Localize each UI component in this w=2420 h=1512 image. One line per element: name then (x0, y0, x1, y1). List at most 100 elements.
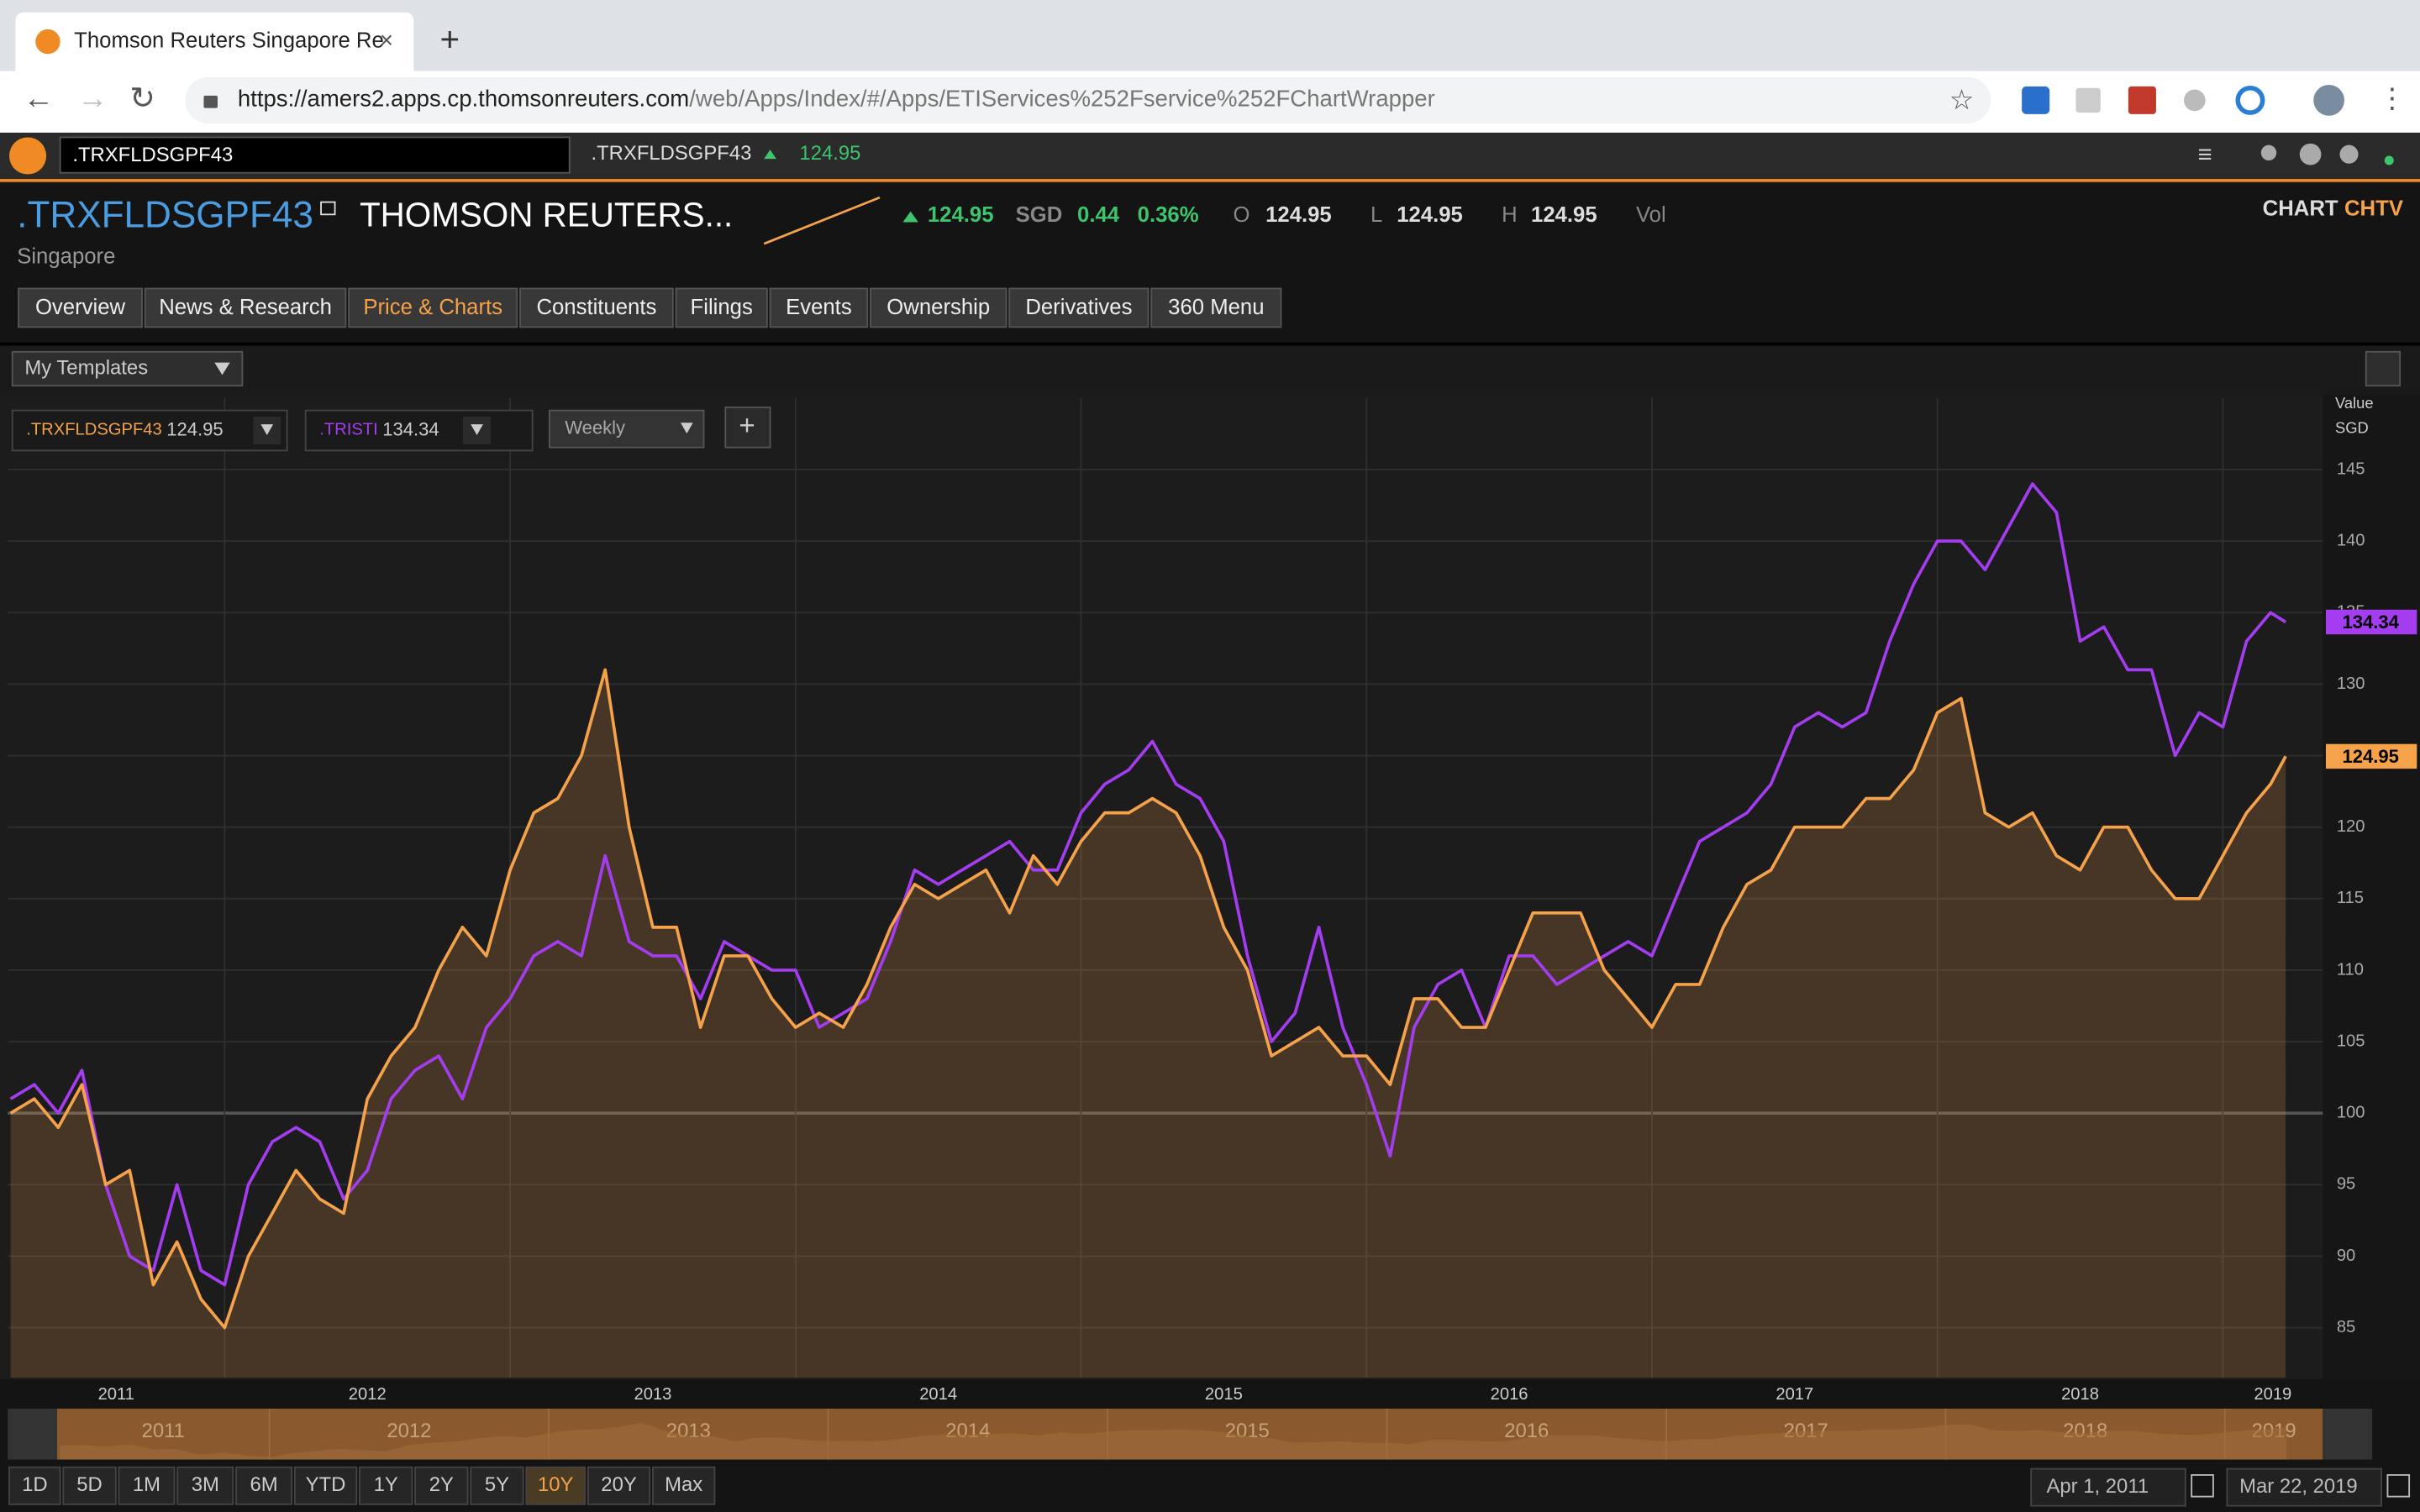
series-chip[interactable] (304, 409, 534, 452)
y-axis-area (2323, 395, 2420, 1380)
omnibox[interactable] (185, 76, 1991, 123)
last-value-tag (2325, 743, 2417, 769)
chat-icon[interactable] (2299, 143, 2322, 165)
app-logo[interactable] (9, 137, 47, 175)
x-tick-label: 2017 (1776, 1385, 1813, 1404)
add-series[interactable] (724, 406, 771, 449)
x-tick-label: 2014 (919, 1385, 957, 1404)
navigator-handle[interactable] (2323, 1408, 2373, 1460)
sparkline (763, 196, 881, 245)
date-to-box[interactable] (2226, 1467, 2382, 1507)
range-button[interactable] (470, 1466, 524, 1505)
nav-tab[interactable] (1008, 287, 1150, 328)
y-tick-label: 110 (2337, 960, 2364, 979)
calendar-icon[interactable] (2191, 1474, 2214, 1498)
range-button[interactable] (293, 1466, 358, 1505)
range-button[interactable] (176, 1466, 234, 1505)
extension[interactable] (2235, 85, 2265, 115)
low: 124.95 (1397, 203, 1463, 227)
navigator-handle[interactable] (8, 1408, 57, 1460)
range-label: 1Y (374, 1473, 398, 1496)
bookmark-star[interactable]: ☆ (1949, 85, 1975, 116)
profile[interactable] (2313, 85, 2344, 116)
tab-title: Thomson Reuters Singapore Re (74, 29, 384, 52)
range-button[interactable] (652, 1466, 716, 1505)
range-label: 3M (192, 1473, 219, 1496)
last-value-label: 134.34 (2343, 612, 2400, 633)
menu[interactable]: ⋮ (2378, 83, 2406, 114)
date-to: Mar 22, 2019 (2239, 1475, 2358, 1498)
range-button[interactable] (235, 1466, 293, 1505)
x-tick-label: 2012 (349, 1385, 387, 1404)
interval-dropdown[interactable] (548, 409, 705, 449)
nav-tab-label: Price & Charts (363, 296, 502, 319)
alert-icon[interactable] (2339, 144, 2359, 164)
tab-close[interactable]: × (380, 27, 393, 53)
nav-tab[interactable] (675, 287, 768, 328)
range-button[interactable] (414, 1466, 469, 1505)
series-chip-text: .TRISTI 134.34 (319, 418, 439, 439)
dropdown-arrow (214, 362, 230, 375)
y-tick-label: 115 (2337, 889, 2364, 907)
range-button[interactable] (118, 1466, 176, 1505)
nav-tab[interactable] (144, 287, 347, 328)
date-from: Apr 1, 2011 (2047, 1475, 2149, 1498)
range-label: 2Y (429, 1473, 454, 1496)
nav-tab[interactable] (1150, 287, 1282, 328)
search-box[interactable] (59, 136, 571, 174)
nav-tab[interactable] (519, 287, 674, 328)
nav-tab-label: Ownership (886, 296, 990, 319)
dropdown-arrow (681, 423, 693, 434)
reload[interactable]: ↻ (129, 81, 155, 115)
last-value-label: 124.95 (2343, 746, 2399, 767)
divider (0, 342, 2420, 346)
navigator-area (60, 1422, 2287, 1460)
y-tick-label: 130 (2337, 675, 2365, 693)
range-label: YTD (306, 1473, 346, 1496)
chart-link[interactable]: CHART (2263, 197, 2338, 221)
range-label: 5D (76, 1473, 102, 1496)
range-label: 10Y (538, 1473, 574, 1496)
app-menu[interactable]: ≡ (2198, 140, 2212, 168)
range-label: Max (665, 1473, 702, 1496)
date-from-box[interactable] (2030, 1467, 2186, 1507)
series-value: 124.95 (166, 418, 223, 439)
templates-dropdown[interactable] (11, 350, 244, 387)
area (10, 669, 2286, 1378)
series-chip-text: .TRXFLDSGPF43 124.95 (26, 418, 223, 439)
nav-tab-label: Constituents (536, 296, 656, 319)
user-icon[interactable] (2260, 144, 2277, 161)
popout-icon[interactable] (320, 201, 336, 216)
new-tab[interactable]: + (439, 19, 460, 58)
series-chip[interactable] (11, 409, 288, 452)
range-label: 5Y (485, 1473, 509, 1496)
range-button[interactable] (62, 1466, 117, 1505)
tab[interactable] (15, 12, 414, 71)
range-button[interactable] (525, 1466, 587, 1505)
nav-tab-label: News & Research (159, 296, 332, 319)
calendar-icon[interactable] (2386, 1474, 2411, 1498)
high: 124.95 (1531, 203, 1597, 227)
range-button[interactable] (587, 1466, 651, 1505)
series-line (9, 482, 2287, 1287)
nav-tab[interactable] (348, 287, 518, 328)
extension[interactable] (2128, 86, 2156, 114)
back[interactable]: ← (24, 81, 55, 115)
range-button[interactable] (8, 1466, 61, 1505)
ticker-ric: .TRXFLDSGPF43 (591, 142, 751, 165)
chtv-link[interactable]: CHTV (2344, 197, 2403, 221)
extension[interactable] (2183, 89, 2206, 112)
forward[interactable]: → (77, 81, 108, 115)
currency: SGD (1016, 203, 1063, 227)
nav-tab[interactable] (870, 287, 1007, 328)
extension[interactable] (2075, 87, 2101, 113)
ticker-price: 124.95 (799, 142, 860, 165)
range-button[interactable] (359, 1466, 413, 1505)
url-path: /web/Apps/Index/#/Apps/ETIServices%252Fs… (689, 86, 1435, 112)
nav-tab[interactable] (18, 287, 143, 328)
nav-tab[interactable] (769, 287, 869, 328)
extension[interactable] (2022, 86, 2050, 114)
print-button[interactable] (2365, 350, 2402, 387)
range-label: 6M (250, 1473, 278, 1496)
series-name: .TRXFLDSGPF43 (26, 421, 162, 439)
